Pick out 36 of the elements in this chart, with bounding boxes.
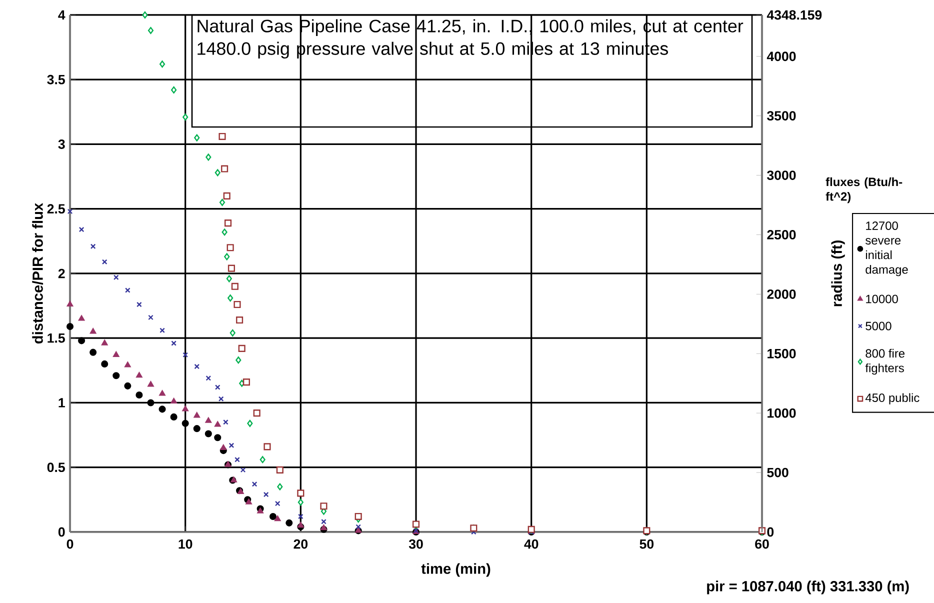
y-tick-label: 1.5: [48, 333, 65, 343]
y2-tick-label: 500: [767, 468, 788, 478]
x-tick-label: 60: [755, 539, 769, 549]
y2-tick-label: 2000: [767, 289, 796, 299]
y-tick-label: 1: [58, 398, 65, 408]
y2-axis-title: radius (ft): [831, 240, 845, 306]
x-tick-label: 50: [640, 539, 654, 549]
y-tick-label: 4: [58, 10, 66, 20]
y-tick-label: 0: [58, 527, 65, 537]
y-tick-label: 2: [58, 268, 65, 278]
legend-label: 10000: [866, 294, 898, 304]
y2-tick-label: 1000: [768, 408, 796, 418]
y2-tick-label: 2500: [767, 230, 796, 240]
y2-tick-label: 3500: [767, 111, 796, 121]
y2-tick-label: 0: [767, 527, 774, 537]
legend-title: fluxes (Btu/h-ft^2): [826, 177, 902, 204]
x-tick-label: 0: [66, 539, 74, 549]
x-axis-title: time (min): [421, 563, 490, 577]
x-tick-label: 30: [408, 539, 423, 549]
legend-label: 12700 severe initial damage: [866, 221, 908, 276]
y2-tick-label: 4348.159: [766, 10, 822, 20]
y-axis-title: distance/PIR for flux: [32, 202, 44, 344]
y2-tick-label: 3000: [767, 170, 796, 180]
y-tick-label: 2.5: [47, 204, 65, 214]
x-tick-label: 10: [178, 539, 192, 549]
y2-tick-label: 4000: [766, 52, 796, 62]
legend-label: 5000: [866, 322, 892, 330]
y-tick-label: 3.5: [47, 74, 65, 84]
text: pir = 1087.040 (ft) 331.330 (m): [707, 580, 909, 594]
legend-label: 450 public: [865, 393, 920, 404]
y-tick-label: 3: [58, 140, 65, 149]
x-tick-label: 20: [294, 539, 308, 549]
legend-label: 800 fire fighters: [865, 348, 905, 375]
x-tick-label: 40: [524, 539, 538, 549]
y2-tick-label: 1500: [768, 348, 796, 358]
y-tick-label: 0.5: [47, 462, 65, 472]
